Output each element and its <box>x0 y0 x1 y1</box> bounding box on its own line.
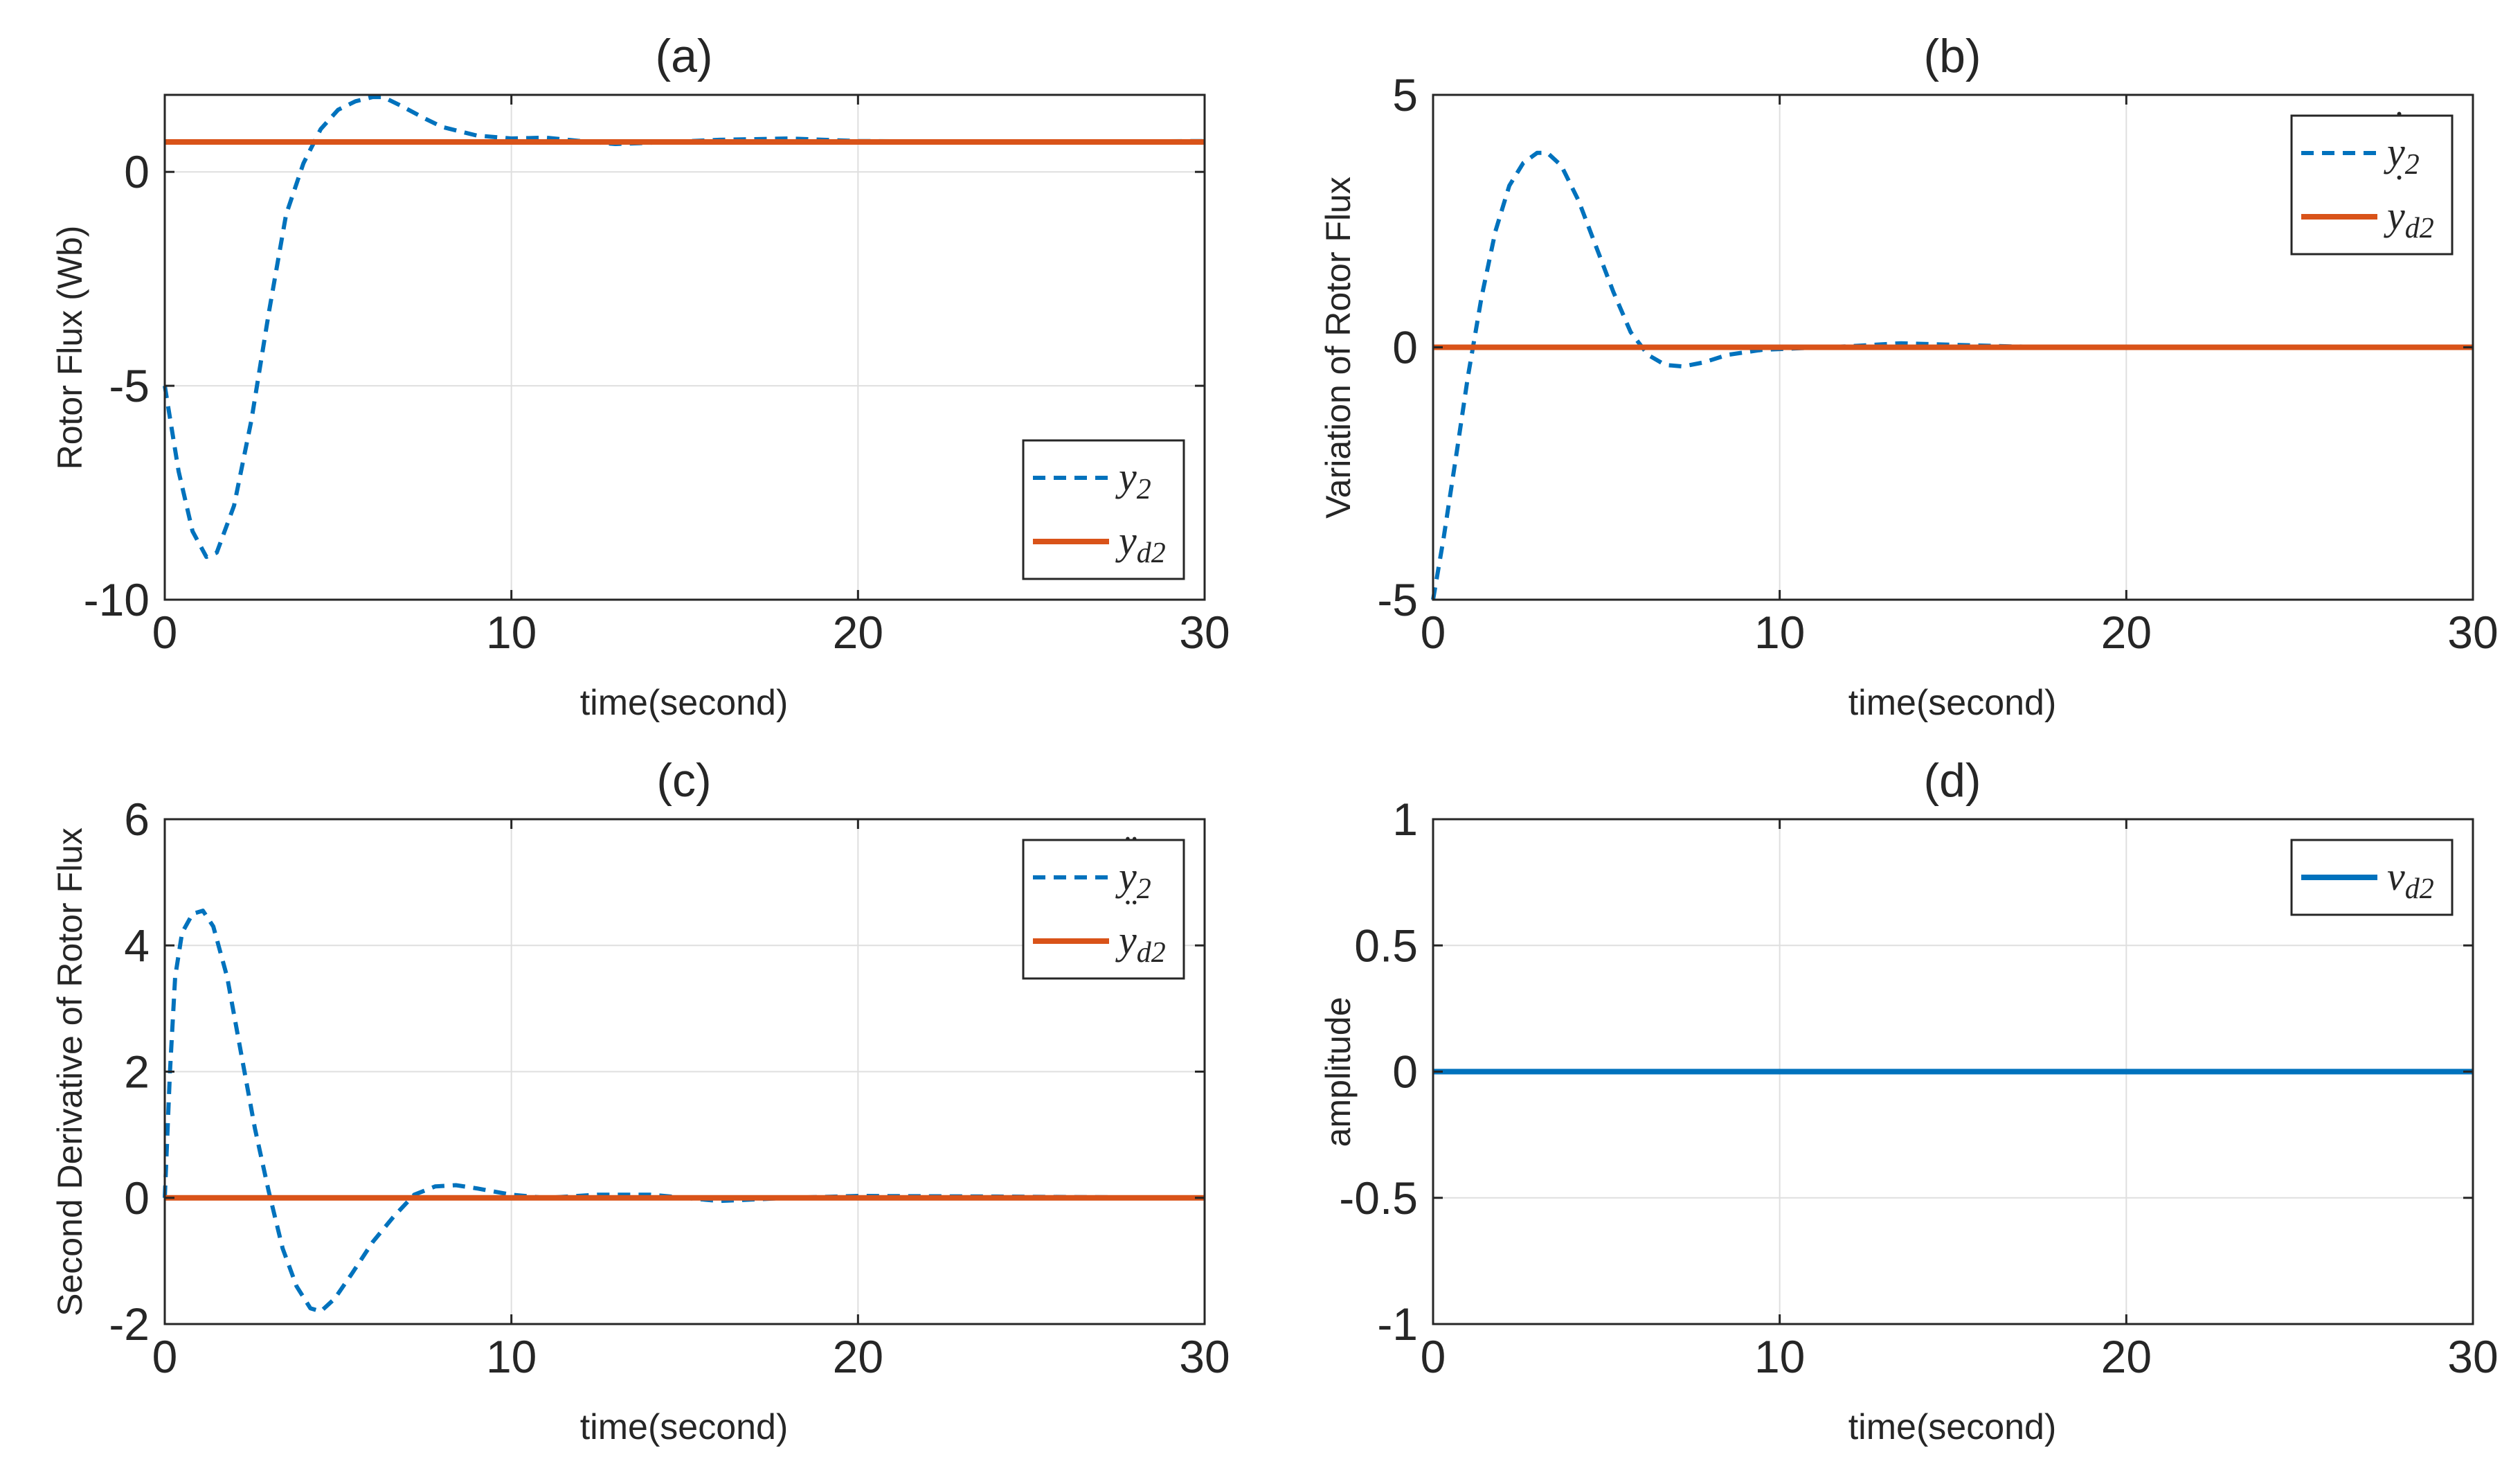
x-tick-label: 20 <box>833 607 883 658</box>
legend-label: vd2 <box>2387 854 2434 905</box>
y-tick-label: 1 <box>1392 794 1418 845</box>
panel-b-xlabel: time(second) <box>1848 683 2057 723</box>
legend-accent: ¨ <box>1122 892 1137 935</box>
y-tick-label: 0.5 <box>1354 920 1418 971</box>
y-tick-label: 2 <box>124 1046 150 1098</box>
y-tick-label: 4 <box>124 920 150 971</box>
x-tick-label: 30 <box>1179 607 1230 658</box>
y-tick-label: 0 <box>124 1172 150 1224</box>
y-tick-label: 6 <box>124 794 150 845</box>
panel-b-legend: y2˙yd2˙ <box>2290 104 2454 256</box>
legend-accent: ¨ <box>1122 828 1137 871</box>
x-tick-label: 20 <box>833 1331 883 1382</box>
panel-c-ylabel: Second Derivative of Rotor Flux <box>51 828 89 1316</box>
panel-a: (a) time(second) Rotor Flux (Wb) 0 10 20 30… <box>51 30 1230 723</box>
panel-a-series <box>163 95 1205 560</box>
legend-label: yd2 <box>2384 193 2434 244</box>
panel-d-title: (d) <box>1923 754 1981 807</box>
panel-c-series <box>163 909 1205 1314</box>
panel-d: (d) time(second) amplitude 0 10 20 30-1-0.5… <box>1319 754 2499 1447</box>
panel-c-legend: y2¨yd2¨ <box>1022 828 1185 980</box>
panel-b: (b) time(second) Variation of Rotor Flux… <box>1319 30 2499 723</box>
y-tick-label: 5 <box>1392 69 1418 120</box>
panel-a-xlabel: time(second) <box>580 683 789 723</box>
y-tick-label: 0 <box>124 146 150 197</box>
panel-a-title: (a) <box>655 30 712 82</box>
x-tick-label: 20 <box>2101 1331 2152 1382</box>
x-tick-label: 0 <box>1421 607 1446 658</box>
series-line-dy2 <box>1431 150 2473 600</box>
legend-box <box>2290 114 2454 256</box>
y-tick-label: -5 <box>109 360 150 411</box>
legend-box <box>1022 439 1185 580</box>
x-tick-label: 0 <box>152 1331 178 1382</box>
panel-a-ylabel: Rotor Flux (Wb) <box>51 226 89 470</box>
panel-a-grid <box>165 95 1205 600</box>
panel-a-axes-box <box>163 93 1206 601</box>
x-tick-label: 10 <box>1754 1331 1805 1382</box>
legend-label: yd2 <box>1115 918 1166 969</box>
panel-b-ylabel: Variation of Rotor Flux <box>1319 177 1358 519</box>
y-tick-label: -5 <box>1377 574 1418 625</box>
panel-d-xlabel: time(second) <box>1848 1407 2057 1447</box>
x-tick-label: 10 <box>1754 607 1805 658</box>
x-tick-label: 30 <box>2447 1331 2498 1382</box>
legend-box <box>1022 839 1185 980</box>
legend-accent: ˙ <box>2391 168 2404 211</box>
legend-label: y2 <box>1115 454 1151 506</box>
x-tick-label: 10 <box>486 607 537 658</box>
x-tick-label: 30 <box>2447 607 2498 658</box>
panel-c: (c) time(second) Second Derivative of Ro… <box>51 754 1230 1447</box>
panel-c-title: (c) <box>656 754 711 807</box>
legend-label: yd2 <box>1115 518 1166 569</box>
panel-d-ylabel: amplitude <box>1319 997 1358 1147</box>
legend-accent: ˙ <box>2391 104 2404 147</box>
x-tick-label: 0 <box>1421 1331 1446 1382</box>
y-tick-label: -2 <box>109 1298 150 1350</box>
y-tick-label: 0 <box>1392 1046 1418 1098</box>
panel-b-series <box>1431 150 2473 600</box>
panel-b-title: (b) <box>1923 30 1981 82</box>
y-tick-label: -0.5 <box>1339 1172 1418 1224</box>
x-tick-label: 20 <box>2101 607 2152 658</box>
legend-label: y2 <box>2384 129 2420 181</box>
x-tick-label: 30 <box>1179 1331 1230 1382</box>
series-line-ddy2 <box>163 909 1205 1314</box>
y-tick-label: -10 <box>84 574 150 625</box>
panel-c-xlabel: time(second) <box>580 1407 789 1447</box>
x-tick-label: 10 <box>486 1331 537 1382</box>
y-tick-label: 0 <box>1392 322 1418 373</box>
x-tick-label: 0 <box>152 607 178 658</box>
y-tick-label: -1 <box>1377 1298 1418 1350</box>
panel-d-legend: vd2 <box>2290 839 2454 916</box>
legend-label: y2 <box>1115 854 1151 905</box>
